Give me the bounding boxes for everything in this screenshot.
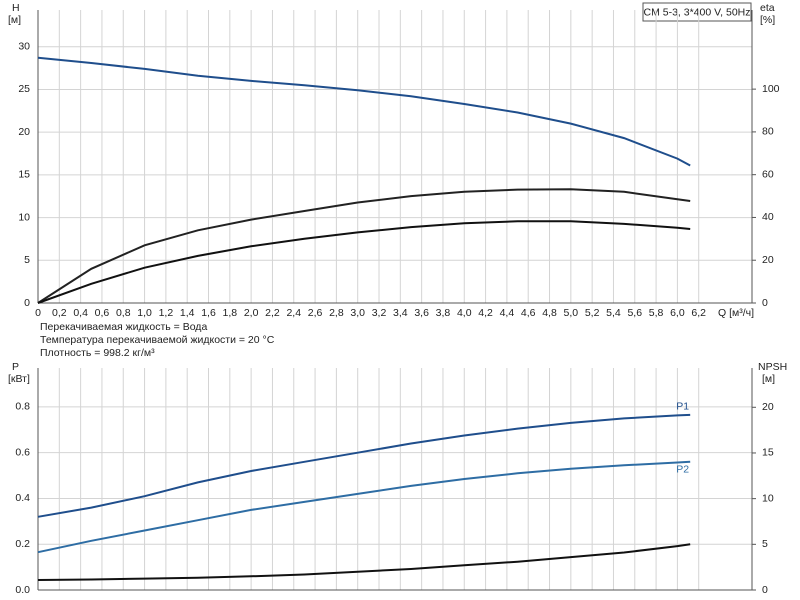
- x-tick-label: 3,6: [414, 307, 429, 319]
- bottom-labels: P [кВт] NPSH [м]: [8, 361, 787, 385]
- plot: 0 0,2 0,4 0,6 0,8 1,0 1,2 1,4 1,6 1,8 2,0 2,2 2,4 2,6…: [18, 10, 780, 319]
- y-axis-title: H: [12, 2, 20, 14]
- note: Температура перекачиваемой жидкости = 20…: [40, 334, 275, 346]
- x-tick-label: 2,2: [265, 307, 280, 319]
- y2-tick-label: 100: [762, 83, 780, 95]
- x-tick-label: 3,2: [372, 307, 387, 319]
- y2-tick-label: 80: [762, 126, 774, 138]
- x-tick-label: 6,2: [691, 307, 706, 319]
- series-line: [37, 413, 691, 518]
- y-tick-label: 0.8: [15, 401, 30, 413]
- note: Плотность = 998.2 кг/м³: [40, 347, 155, 359]
- x-tick-label: 1,2: [159, 307, 174, 319]
- x-tick-label: 2,8: [329, 307, 344, 319]
- y2-tick-label: 60: [762, 168, 774, 180]
- x-tick-label: 5,8: [649, 307, 664, 319]
- x-tick-label: 2,0: [244, 307, 259, 319]
- series-line: [37, 56, 691, 167]
- x-tick-label: 3,4: [393, 307, 408, 319]
- x-tick-label: 6,0: [670, 307, 685, 319]
- series-label: P1: [676, 401, 689, 413]
- y2-tick-label: 0: [762, 584, 768, 596]
- y2-axis-title: NPSH: [758, 361, 787, 373]
- y2-tick-label: 20: [762, 401, 774, 413]
- y2-tick-label: 20: [762, 254, 774, 266]
- y-axis-title: P: [12, 361, 19, 373]
- series-line: [37, 460, 691, 554]
- x-tick-label: 2,4: [286, 307, 301, 319]
- y2-tick-label: 10: [762, 492, 774, 504]
- y-axis-unit: [кВт]: [8, 373, 30, 385]
- x-tick-label: 3,8: [436, 307, 451, 319]
- x-tick-label: 0,8: [116, 307, 131, 319]
- series-line: [37, 188, 691, 304]
- x-tick-label: 4,6: [521, 307, 536, 319]
- x-tick-label: 0: [35, 307, 41, 319]
- y2-axis-unit: [%]: [760, 14, 775, 26]
- y-tick-label: 25: [18, 83, 30, 95]
- legend-box: [642, 2, 752, 22]
- y2-tick-label: 5: [762, 538, 768, 550]
- x-tick-label: 0,2: [52, 307, 67, 319]
- x-tick-label: 4,0: [457, 307, 472, 319]
- y-tick-label: 0.6: [15, 446, 30, 458]
- x-tick-label: 5,4: [606, 307, 621, 319]
- y-axis-unit: [м]: [8, 14, 21, 26]
- y-tick-label: 0: [24, 297, 30, 309]
- x-tick-label: 5,6: [627, 307, 642, 319]
- plot: 0.0 0.2 0.4 0.6 0.8 0 5 10 15 20 P1 P2: [15, 368, 774, 596]
- y-tick-label: 30: [18, 41, 30, 53]
- series-line: [37, 543, 691, 581]
- x-tick-label: 5,2: [585, 307, 600, 319]
- x-tick-label: 1,4: [180, 307, 195, 319]
- x-tick-label: 0,4: [73, 307, 88, 319]
- x-tick-label: 4,4: [500, 307, 515, 319]
- x-tick-label: 3,0: [350, 307, 365, 319]
- note: Перекачиваемая жидкость = Вода: [40, 321, 207, 333]
- legend-box-text: CM 5-3, 3*400 V, 50Hz: [643, 6, 750, 18]
- series-line: [37, 220, 691, 304]
- x-tick-label: 1,6: [201, 307, 216, 319]
- y2-tick-label: 15: [762, 447, 774, 459]
- y-tick-label: 0.2: [15, 538, 30, 550]
- y-tick-label: 5: [24, 254, 30, 266]
- x-tick-label: 4,2: [478, 307, 493, 319]
- y-tick-label: 0.4: [15, 492, 30, 504]
- x-tick-label: 4,8: [542, 307, 557, 319]
- x-tick-label: 1,0: [137, 307, 152, 319]
- y2-axis-unit: [м]: [762, 373, 775, 385]
- y2-tick-label: 0: [762, 297, 768, 309]
- y2-tick-label: 40: [762, 211, 774, 223]
- y2-axis-title: eta: [760, 2, 775, 14]
- x-axis-title: Q [м³/ч]: [718, 307, 754, 319]
- y-tick-label: 0.0: [15, 584, 30, 596]
- x-tick-label: 1,8: [223, 307, 238, 319]
- y-tick-label: 20: [18, 126, 30, 138]
- series-label: P2: [676, 464, 689, 476]
- x-tick-label: 5,0: [564, 307, 579, 319]
- x-tick-label: 2,6: [308, 307, 323, 319]
- y-tick-label: 15: [18, 169, 30, 181]
- x-tick-label: 0,6: [95, 307, 110, 319]
- top-labels: H [м] eta [%] CM 5-3, 3*400 V, 50Hz Q [м…: [8, 2, 775, 359]
- y-tick-label: 10: [18, 211, 30, 223]
